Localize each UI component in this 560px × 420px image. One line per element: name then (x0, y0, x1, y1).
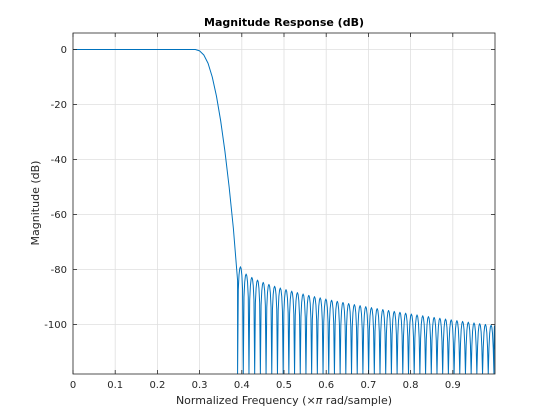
y-tick-label: -60 (51, 210, 67, 221)
y-tick-label: 0 (61, 45, 67, 56)
x-tick-label: 0.1 (107, 380, 123, 391)
y-tick-label: -100 (44, 320, 67, 331)
chart-title: Magnitude Response (dB) (204, 16, 364, 29)
x-axis-title: Normalized Frequency (×π rad/sample) (176, 394, 392, 407)
x-tick-label: 0.4 (234, 380, 250, 391)
grid-layer (72, 33, 495, 374)
y-axis-title: Magnitude (dB) (29, 161, 42, 246)
x-tick-label: 0.8 (403, 380, 419, 391)
x-tick-label: 0 (70, 380, 76, 391)
x-tick-label: 0.9 (445, 380, 461, 391)
x-axis-title-main: Normalized Frequency ( (176, 394, 307, 407)
response-series-line (73, 49, 495, 374)
x-tick-label: 0.7 (360, 380, 376, 391)
x-axis-title-tail: rad/sample) (322, 394, 392, 407)
x-axis-title-symbol: ×π (306, 394, 322, 407)
tick-layer: 0 0.1 0.2 0.3 0.4 0.5 0.6 0.7 0.8 0.9 0 -20 -40 -60 -8… (44, 33, 495, 391)
x-tick-label: 0.2 (149, 380, 165, 391)
x-tick-label: 0.3 (192, 380, 208, 391)
y-tick-label: -40 (51, 155, 67, 166)
x-tick-label: 0.6 (318, 380, 334, 391)
x-tick-label: 0.5 (276, 380, 292, 391)
y-tick-label: -80 (51, 265, 67, 276)
y-tick-label: -20 (51, 100, 67, 111)
